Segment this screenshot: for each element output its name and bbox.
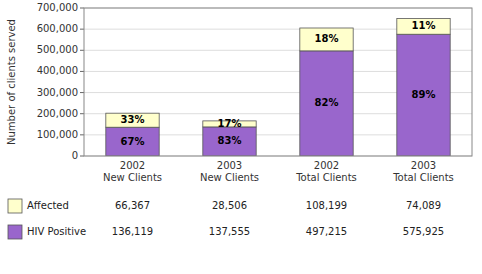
x-tick-label-line: New Clients — [103, 172, 162, 183]
bar-segment — [106, 113, 159, 127]
x-tick-label: 2002Total Clients — [295, 160, 357, 183]
x-tick-label: 2002New Clients — [103, 160, 162, 183]
bars — [106, 19, 450, 156]
legend-value: 66,367 — [115, 200, 150, 211]
x-tick-label-line: Total Clients — [295, 172, 357, 183]
share-label: 17% — [218, 118, 242, 129]
legend-swatch — [8, 225, 22, 239]
share-label: 89% — [412, 89, 436, 100]
y-axis-label: Number of clients served — [6, 19, 17, 145]
share-label: 11% — [412, 20, 436, 31]
chart: 0 100,000 200,000 300,000 400,000 500,000 600,… — [0, 0, 482, 274]
share-label: 82% — [315, 97, 339, 108]
share-label: 83% — [218, 135, 242, 146]
y-tick — [80, 156, 84, 157]
legend-swatch — [8, 199, 22, 213]
legend-value: 108,199 — [306, 200, 347, 211]
y-tick-label: 100,000 — [37, 129, 78, 140]
x-tick-label-line: 2002 — [120, 160, 145, 171]
legend-value: 575,925 — [403, 226, 444, 237]
legend-value: 28,506 — [212, 200, 247, 211]
y-tick — [80, 113, 84, 114]
legend-label: Affected — [27, 200, 69, 211]
x-tick-label: 2003Total Clients — [392, 160, 454, 183]
share-label: 33% — [121, 114, 145, 125]
x-tick-label-line: Total Clients — [392, 172, 454, 183]
share-label: 18% — [315, 33, 339, 44]
y-tick — [80, 50, 84, 51]
y-tick-label: 500,000 — [37, 44, 78, 55]
bar-segment — [300, 28, 353, 51]
legend-value: 497,215 — [306, 226, 347, 237]
plot-frame — [84, 8, 472, 156]
legend-label: HIV Positive — [27, 226, 86, 237]
y-tick-label: 400,000 — [37, 65, 78, 76]
y-tick-label: 200,000 — [37, 108, 78, 119]
y-tick — [80, 134, 84, 135]
bar-segment — [397, 19, 450, 35]
grid — [80, 8, 472, 156]
x-tick-label-line: New Clients — [200, 172, 259, 183]
y-tick — [80, 92, 84, 93]
y-tick-label: 600,000 — [37, 23, 78, 34]
x-tick-label: 2003New Clients — [200, 160, 259, 183]
y-tick — [80, 29, 84, 30]
bar-segment — [106, 127, 159, 156]
share-label: 67% — [121, 136, 145, 147]
x-tick-label-line: 2003 — [217, 160, 242, 171]
legend-value: 136,119 — [112, 226, 153, 237]
y-tick — [80, 8, 84, 9]
y-tick — [80, 71, 84, 72]
x-tick-label-line: 2003 — [411, 160, 436, 171]
bar-segment — [397, 34, 450, 156]
y-tick-label: 700,000 — [37, 2, 78, 13]
legend-value: 137,555 — [209, 226, 250, 237]
bar-segment — [300, 51, 353, 156]
x-tick-label-line: 2002 — [314, 160, 339, 171]
y-tick-label: 300,000 — [37, 87, 78, 98]
bar-segment — [203, 127, 256, 156]
y-tick-label: 0 — [72, 150, 78, 161]
legend-value: 74,089 — [406, 200, 441, 211]
